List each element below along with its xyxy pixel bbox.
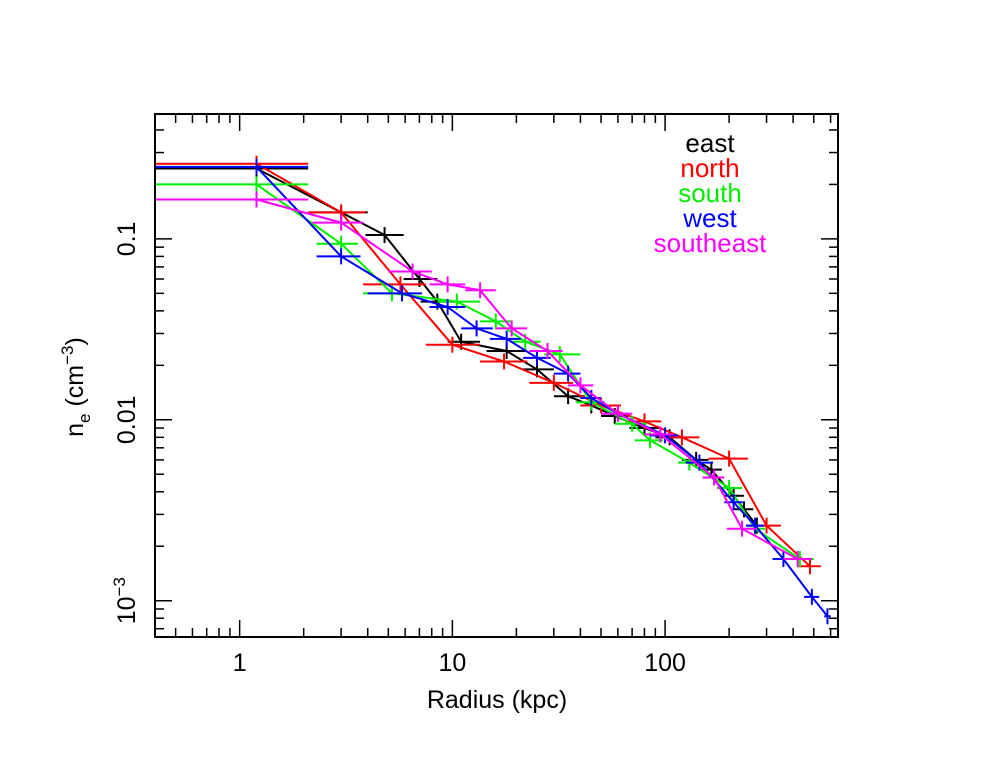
y-axis-label-sub: e [75, 413, 94, 422]
x-tick-labels: 1 10 100 [233, 649, 686, 677]
major-ticks [155, 114, 838, 637]
y-axis-label-close: ) [61, 337, 89, 345]
y-tick-label: 0.01 [113, 395, 141, 444]
y-axis-label-exp: −3 [58, 345, 77, 364]
x-axis-label: Radius (kpc) [427, 686, 567, 714]
minor-ticks [154, 114, 838, 637]
legend-entry-south: south [678, 178, 742, 208]
legend-entry-east: east [685, 128, 735, 158]
y-axis-label-main: n [61, 423, 89, 437]
legend-entry-southeast: southeast [654, 228, 768, 258]
y-axis-label: ne (cm−3) [58, 337, 94, 437]
y-tick-label-base: 10 [113, 596, 141, 624]
legend-entry-west: west [682, 203, 737, 233]
y-tick-labels: 0.1 0.01 10−3 [110, 221, 141, 624]
x-tick-label: 1 [233, 649, 247, 677]
legend-entry-north: north [680, 153, 739, 183]
y-tick-label: 10−3 [110, 577, 141, 624]
y-axis-label-unit: (cm [61, 365, 89, 414]
x-tick-label: 100 [644, 649, 686, 677]
series-southeast [155, 191, 812, 568]
y-tick-label: 0.1 [113, 221, 141, 256]
y-tick-label-exp: −3 [110, 577, 129, 596]
x-tick-label: 10 [438, 649, 466, 677]
plot-frame [154, 113, 839, 638]
series-layer [155, 155, 831, 625]
